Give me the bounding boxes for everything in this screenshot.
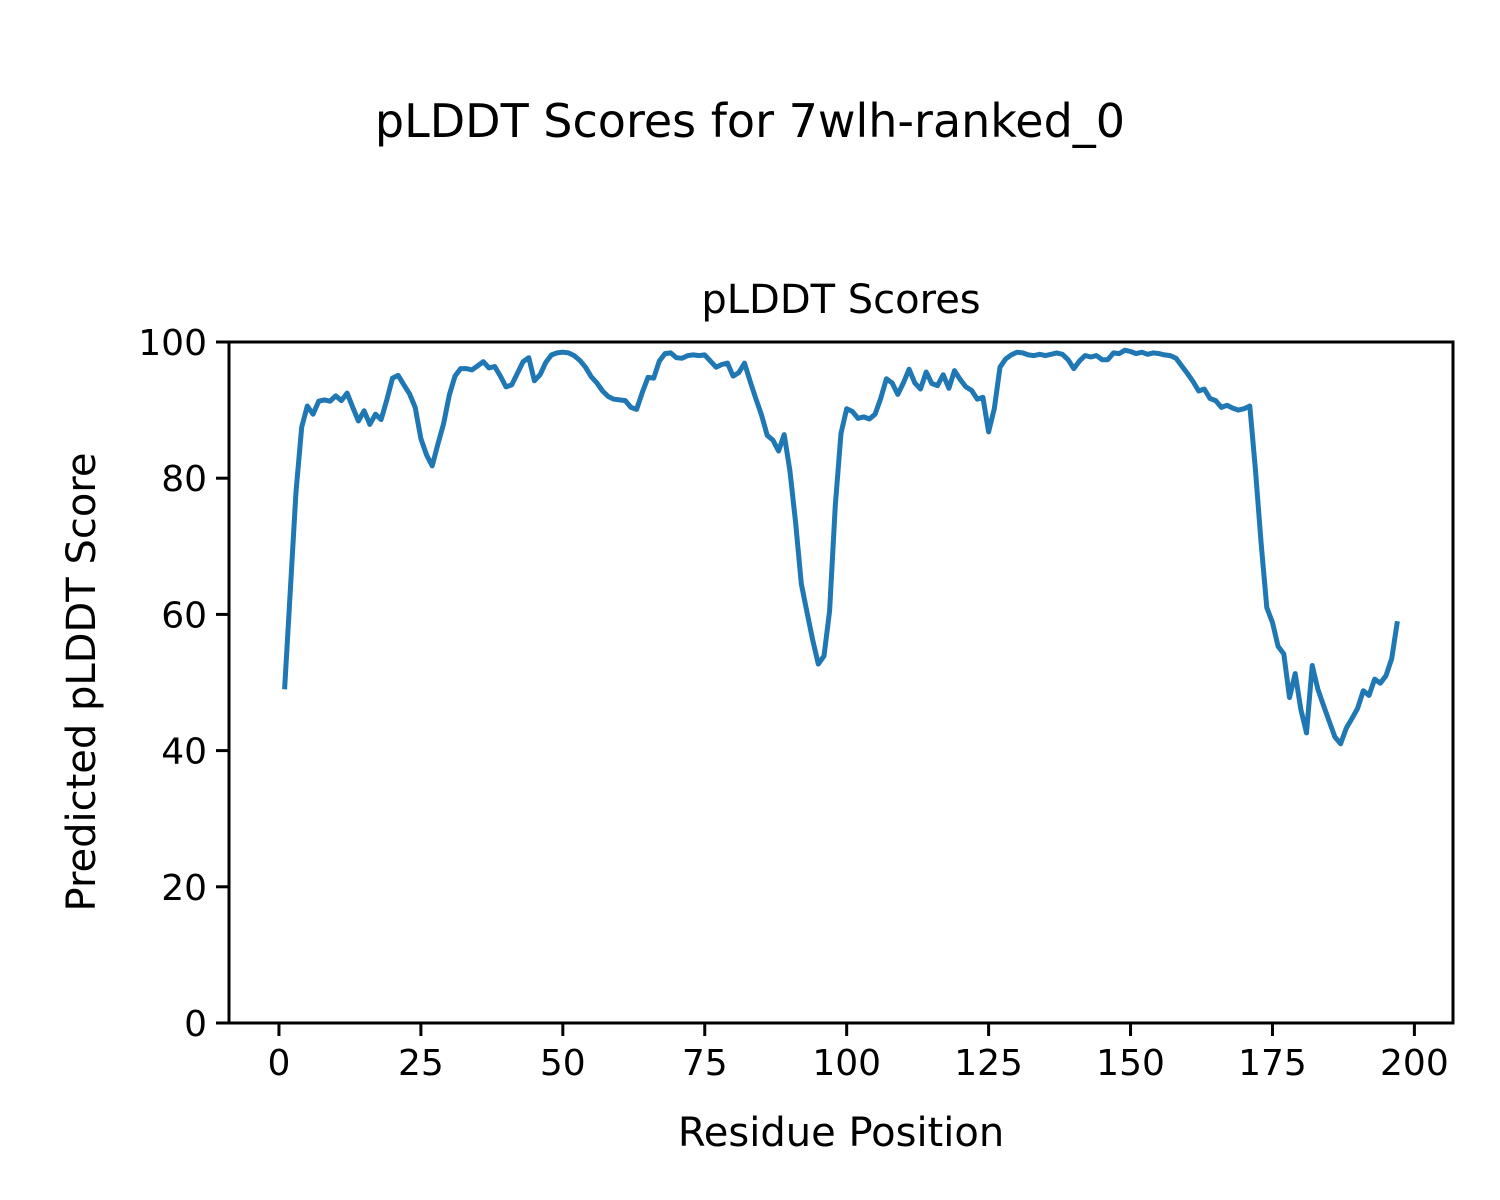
y-tick-label: 40: [161, 732, 207, 773]
y-tick-label: 100: [138, 323, 207, 364]
y-tick-label: 20: [161, 868, 207, 909]
x-tick-label: 25: [398, 1043, 444, 1084]
x-axis-label: Residue Position: [678, 1110, 1004, 1156]
figure-title: pLDDT Scores for 7wlh-ranked_0: [375, 94, 1125, 148]
x-tick-label: 0: [268, 1043, 291, 1084]
y-axis-label: Predicted pLDDT Score: [59, 453, 105, 912]
y-axis-ticks: 0 20 40 60 80 100: [138, 323, 229, 1045]
x-tick-label: 125: [954, 1043, 1023, 1084]
axes-title: pLDDT Scores: [701, 277, 980, 323]
plot-border: [227, 340, 1455, 1025]
x-tick-label: 175: [1238, 1043, 1307, 1084]
y-tick-label: 80: [161, 459, 207, 500]
plddt-line-series: [282, 347, 1400, 747]
y-tick-label: 0: [184, 1004, 207, 1045]
x-tick-label: 75: [682, 1043, 728, 1084]
x-axis-ticks: 0 25 50 75 100 125 150 175 200: [268, 1023, 1449, 1084]
x-tick-label: 50: [540, 1043, 586, 1084]
x-tick-label: 200: [1380, 1043, 1449, 1084]
x-tick-label: 150: [1096, 1043, 1165, 1084]
y-tick-label: 60: [161, 595, 207, 636]
x-tick-label: 100: [812, 1043, 881, 1084]
